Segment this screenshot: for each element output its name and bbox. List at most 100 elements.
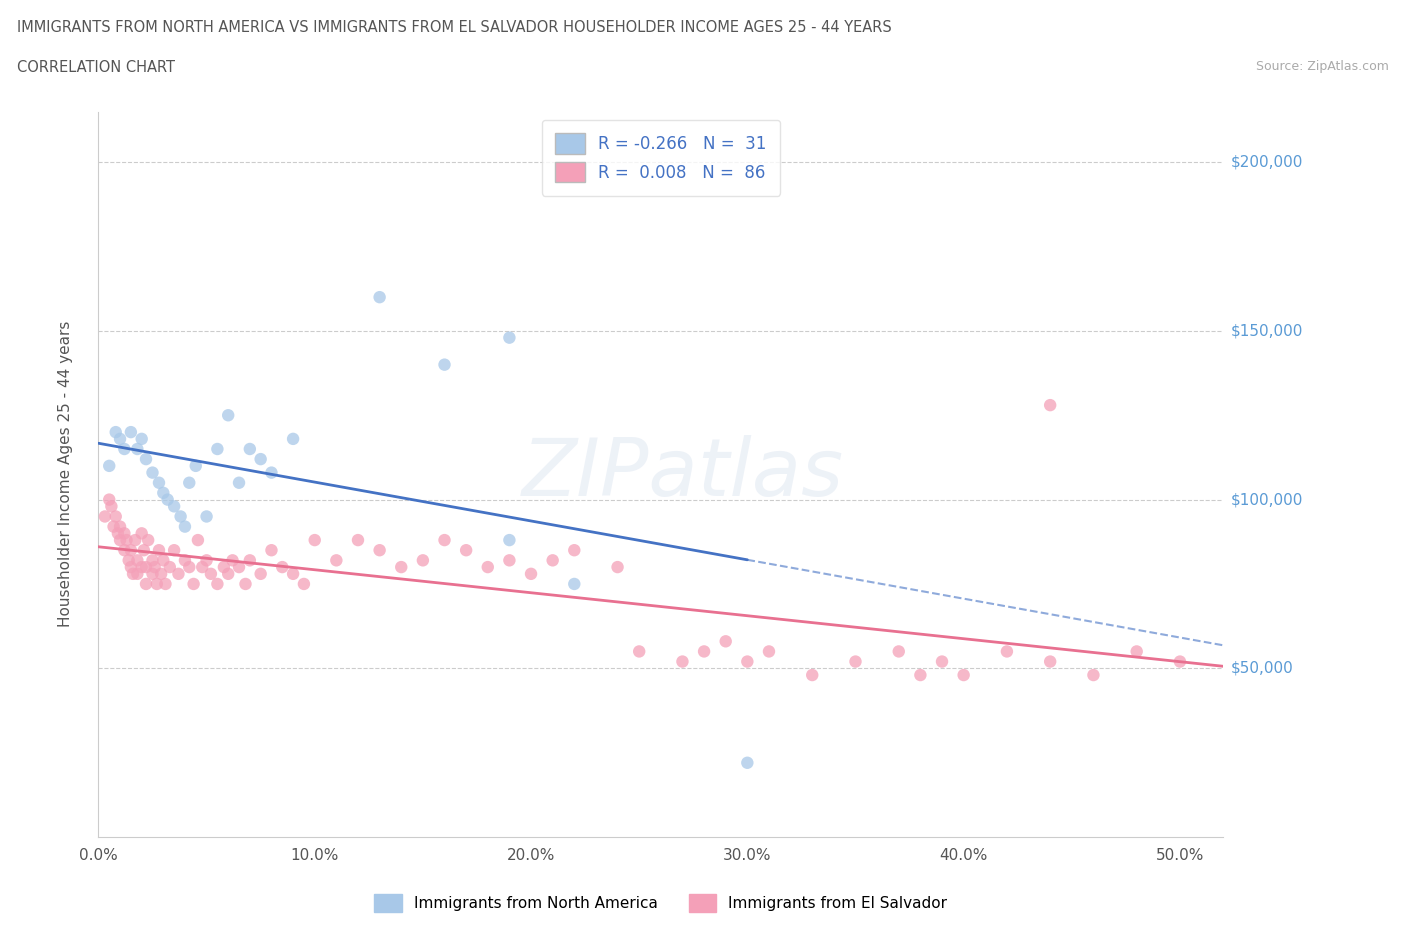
Text: $100,000: $100,000 bbox=[1230, 492, 1302, 507]
Point bbox=[456, 543, 478, 558]
Point bbox=[141, 553, 163, 568]
Point bbox=[887, 644, 910, 658]
Point bbox=[112, 442, 135, 457]
Point bbox=[239, 553, 262, 568]
Point bbox=[118, 553, 141, 568]
Point bbox=[347, 533, 370, 548]
Point bbox=[498, 553, 520, 568]
Point bbox=[292, 577, 315, 591]
Point bbox=[120, 543, 142, 558]
Point bbox=[135, 452, 157, 467]
Point bbox=[131, 432, 153, 446]
Point bbox=[132, 543, 155, 558]
Point bbox=[228, 475, 250, 490]
Point bbox=[249, 566, 271, 581]
Point bbox=[148, 475, 170, 490]
Point bbox=[1168, 654, 1191, 669]
Point bbox=[235, 577, 257, 591]
Point bbox=[163, 498, 186, 513]
Point bbox=[108, 432, 131, 446]
Text: ZIPatlas: ZIPatlas bbox=[522, 435, 845, 513]
Point bbox=[112, 525, 135, 540]
Point bbox=[141, 566, 163, 581]
Point bbox=[179, 560, 201, 575]
Point bbox=[260, 543, 283, 558]
Legend: R = -0.266   N =  31, R =  0.008   N =  86: R = -0.266 N = 31, R = 0.008 N = 86 bbox=[541, 120, 780, 195]
Point bbox=[628, 644, 651, 658]
Point bbox=[271, 560, 294, 575]
Point bbox=[239, 442, 262, 457]
Point bbox=[136, 533, 159, 548]
Point bbox=[135, 577, 157, 591]
Point bbox=[207, 442, 229, 457]
Point bbox=[200, 566, 222, 581]
Text: $50,000: $50,000 bbox=[1230, 661, 1294, 676]
Point bbox=[498, 533, 520, 548]
Point bbox=[112, 543, 135, 558]
Point bbox=[221, 553, 243, 568]
Point bbox=[143, 560, 166, 575]
Point bbox=[325, 553, 347, 568]
Point bbox=[122, 566, 145, 581]
Point bbox=[167, 566, 190, 581]
Point bbox=[714, 634, 737, 649]
Point bbox=[127, 566, 149, 581]
Point bbox=[108, 519, 131, 534]
Point bbox=[606, 560, 628, 575]
Point bbox=[150, 566, 173, 581]
Point bbox=[127, 553, 149, 568]
Point bbox=[498, 330, 520, 345]
Point bbox=[104, 509, 127, 524]
Point bbox=[94, 509, 117, 524]
Point bbox=[304, 533, 326, 548]
Text: $200,000: $200,000 bbox=[1230, 154, 1302, 169]
Point bbox=[108, 533, 131, 548]
Point bbox=[141, 465, 163, 480]
Point bbox=[183, 577, 205, 591]
Point bbox=[169, 509, 191, 524]
Legend: Immigrants from North America, Immigrants from El Salvador: Immigrants from North America, Immigrant… bbox=[368, 888, 953, 918]
Point bbox=[155, 577, 177, 591]
Point bbox=[281, 432, 304, 446]
Point bbox=[174, 553, 197, 568]
Point bbox=[127, 442, 149, 457]
Point bbox=[156, 492, 179, 507]
Point bbox=[212, 560, 235, 575]
Point bbox=[995, 644, 1018, 658]
Point bbox=[368, 290, 391, 305]
Text: Source: ZipAtlas.com: Source: ZipAtlas.com bbox=[1256, 60, 1389, 73]
Point bbox=[135, 560, 157, 575]
Point bbox=[1125, 644, 1147, 658]
Point bbox=[562, 577, 585, 591]
Point bbox=[249, 452, 271, 467]
Point bbox=[163, 543, 186, 558]
Y-axis label: Householder Income Ages 25 - 44 years: Householder Income Ages 25 - 44 years bbox=[59, 321, 73, 628]
Point bbox=[952, 668, 974, 683]
Text: $150,000: $150,000 bbox=[1230, 324, 1302, 339]
Point bbox=[671, 654, 693, 669]
Point bbox=[931, 654, 953, 669]
Point bbox=[541, 553, 564, 568]
Point bbox=[1039, 654, 1062, 669]
Point bbox=[217, 566, 239, 581]
Point bbox=[260, 465, 283, 480]
Point bbox=[98, 458, 121, 473]
Point bbox=[184, 458, 207, 473]
Point bbox=[100, 498, 122, 513]
Point bbox=[1083, 668, 1105, 683]
Point bbox=[191, 560, 214, 575]
Point bbox=[693, 644, 716, 658]
Point bbox=[152, 485, 174, 500]
Point bbox=[433, 357, 456, 372]
Point bbox=[148, 543, 170, 558]
Point bbox=[477, 560, 499, 575]
Text: IMMIGRANTS FROM NORTH AMERICA VS IMMIGRANTS FROM EL SALVADOR HOUSEHOLDER INCOME : IMMIGRANTS FROM NORTH AMERICA VS IMMIGRA… bbox=[17, 20, 891, 35]
Point bbox=[115, 533, 138, 548]
Point bbox=[910, 668, 932, 683]
Point bbox=[1039, 398, 1062, 413]
Point bbox=[758, 644, 780, 658]
Point bbox=[131, 560, 153, 575]
Point bbox=[146, 577, 169, 591]
Point bbox=[124, 533, 146, 548]
Point bbox=[103, 519, 125, 534]
